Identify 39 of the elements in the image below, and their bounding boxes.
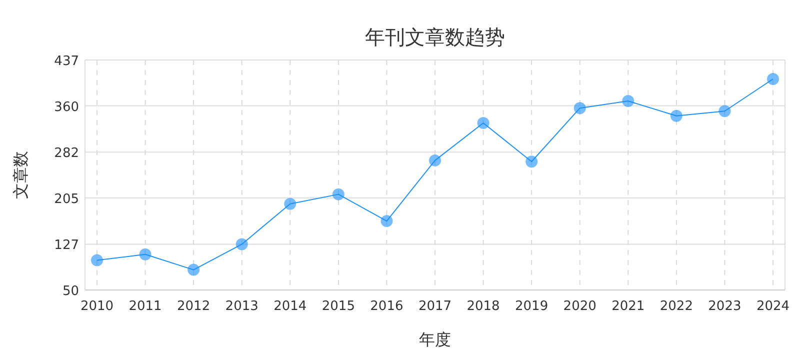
point bbox=[429, 154, 441, 166]
point bbox=[380, 215, 393, 228]
x-tick-label: 2013 bbox=[225, 299, 258, 314]
y-axis-title: 文章数 bbox=[11, 151, 30, 199]
x-tick-label: 2011 bbox=[128, 299, 162, 314]
point bbox=[574, 102, 586, 114]
x-tick-label: 2021 bbox=[612, 299, 645, 314]
x-tick-label: 2016 bbox=[370, 299, 404, 314]
point bbox=[188, 264, 200, 276]
y-tick-label: 205 bbox=[54, 192, 79, 207]
x-tick-label: 2015 bbox=[322, 299, 355, 314]
y-tick-label: 360 bbox=[54, 100, 79, 115]
point bbox=[622, 95, 634, 108]
x-tick-label: 2024 bbox=[756, 299, 790, 314]
x-tick-label: 2020 bbox=[563, 299, 596, 314]
point bbox=[284, 198, 296, 210]
point bbox=[139, 248, 152, 260]
x-tick-label: 2018 bbox=[466, 299, 500, 314]
x-tick-label: 2019 bbox=[515, 299, 548, 314]
y-tick-label: 437 bbox=[54, 54, 79, 69]
x-axis-title: 年度 bbox=[419, 330, 451, 349]
y-tick-label: 282 bbox=[54, 146, 79, 162]
y-tick-label: 127 bbox=[54, 238, 79, 254]
point bbox=[526, 156, 538, 168]
x-tick-label: 2023 bbox=[708, 299, 742, 314]
x-tick-label: 2012 bbox=[177, 299, 210, 314]
point bbox=[91, 254, 103, 266]
point bbox=[477, 116, 490, 129]
x-tick-label: 2010 bbox=[80, 299, 114, 314]
x-tick-label: 2017 bbox=[418, 299, 452, 314]
point bbox=[767, 73, 779, 86]
x-tick-label: 2022 bbox=[660, 299, 693, 314]
y-tick-label: 50 bbox=[62, 284, 79, 299]
point bbox=[332, 188, 344, 200]
point bbox=[236, 238, 248, 250]
chart-title: 年刊文章数趋势 bbox=[365, 25, 505, 49]
x-tick-label: 2014 bbox=[274, 299, 307, 314]
point bbox=[718, 105, 731, 118]
point bbox=[670, 110, 682, 122]
